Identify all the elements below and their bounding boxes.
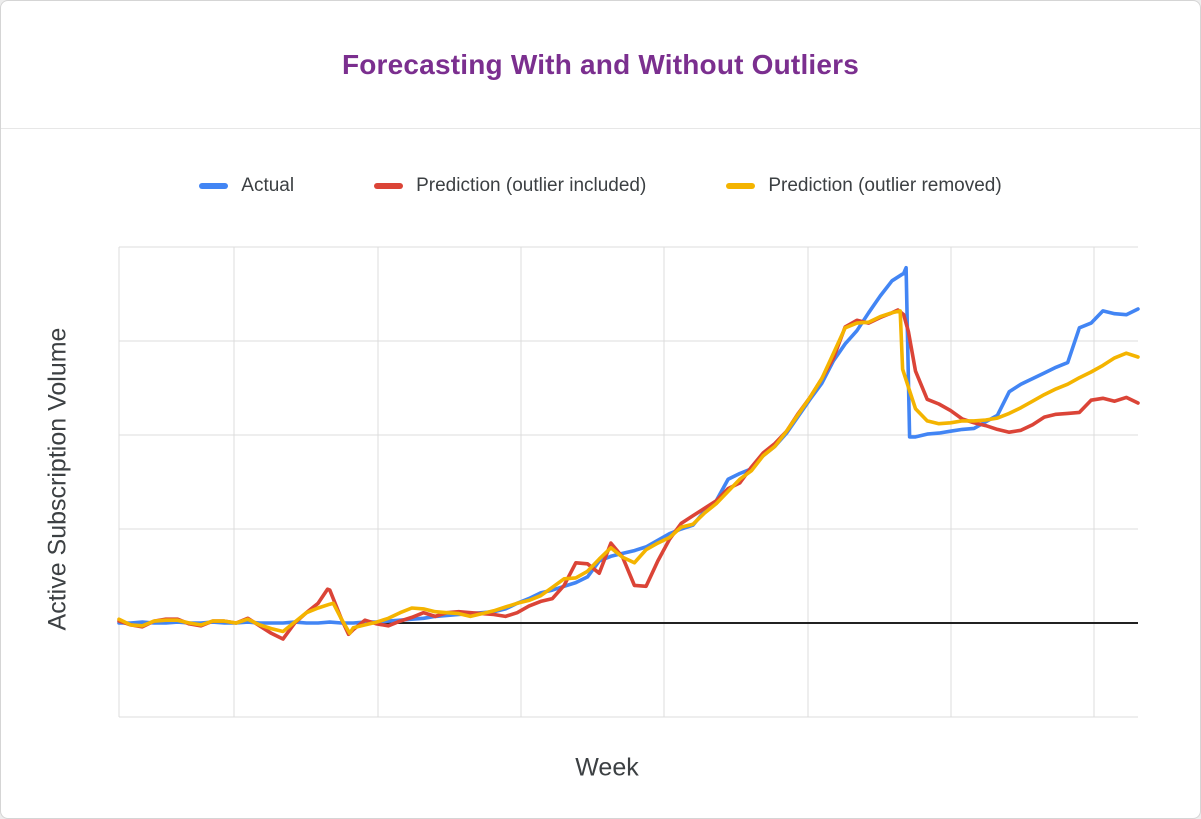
legend-label-actual: Actual	[241, 175, 295, 196]
x-axis-title: Week	[575, 753, 639, 782]
header-divider	[1, 128, 1200, 129]
actual-series-swatch	[199, 183, 229, 189]
legend-item-prediction-outlier-included: Prediction (outlier included)	[374, 175, 646, 197]
chart-title: Forecasting With and Without Outliers	[341, 48, 860, 80]
prediction-outlier-included-series-swatch	[374, 183, 404, 189]
legend-item-prediction-outlier-removed: Prediction (outlier removed)	[726, 175, 1002, 197]
legend-label-prediction-outlier-removed: Prediction (outlier removed)	[768, 175, 1002, 196]
prediction-outlier-removed-line	[117, 309, 1140, 636]
legend-label-prediction-outlier-included: Prediction (outlier included)	[416, 175, 647, 196]
chart-header: Forecasting With and Without Outliers	[1, 1, 1200, 128]
legend: Actual Prediction (outlier included) Pre…	[1, 169, 1200, 203]
prediction-outlier-removed-series-swatch	[726, 183, 756, 189]
prediction-outlier-included-line	[117, 308, 1140, 641]
legend-item-actual: Actual	[199, 175, 294, 197]
